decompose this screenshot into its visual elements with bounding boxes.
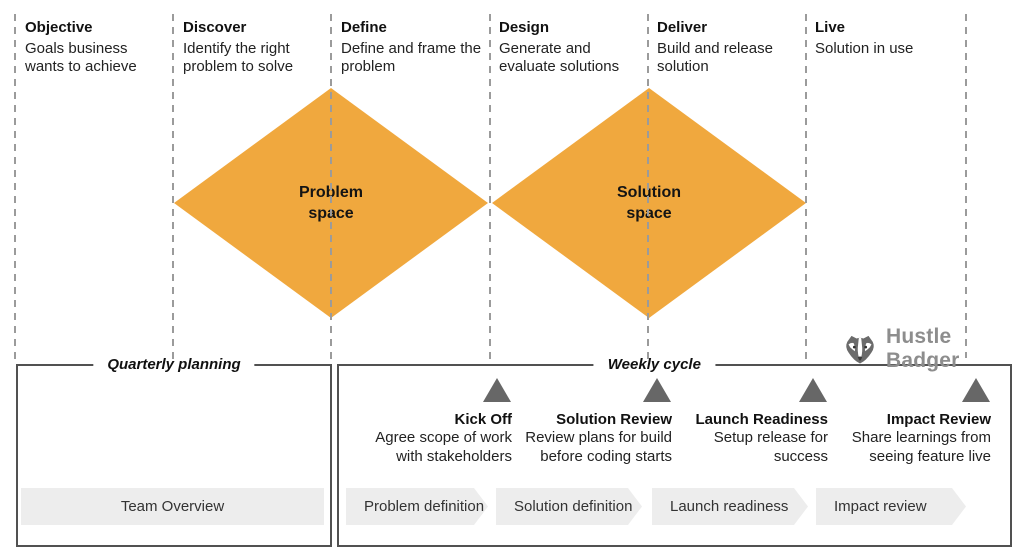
milestone-title: Impact Review bbox=[886, 411, 991, 428]
quarterly-planning-box: Quarterly planning Team Overview bbox=[16, 356, 332, 547]
phase-divider-line bbox=[172, 14, 174, 360]
triangle-marker-icon bbox=[643, 378, 671, 402]
phase-description: Goals business wants to achieve bbox=[25, 40, 137, 75]
chevron-label: Launch readiness bbox=[670, 498, 789, 515]
phase-description: Generate and evaluate solutions bbox=[499, 40, 620, 75]
phase-discover: Discover Identify the right problem to s… bbox=[183, 19, 313, 76]
phase-title: Discover bbox=[183, 19, 247, 36]
phase-description: Build and release solution bbox=[657, 40, 773, 75]
milestone-kick-off: Kick Off Agree scope of work with stakeh… bbox=[362, 378, 512, 466]
phase-divider-line bbox=[330, 14, 332, 360]
chevron-impact-review: Impact review bbox=[816, 488, 966, 525]
milestone-launch-readiness: Launch Readiness Setup release for succe… bbox=[693, 378, 828, 466]
triangle-marker-icon bbox=[962, 378, 990, 402]
phase-title: Live bbox=[815, 19, 846, 36]
milestone-description: Agree scope of work with stakeholders bbox=[375, 429, 512, 465]
phase-title: Deliver bbox=[657, 19, 708, 36]
milestone-title: Launch Readiness bbox=[695, 411, 828, 428]
weekly-cycle-title: Weekly cycle bbox=[593, 356, 715, 373]
chevron-label: Problem definition bbox=[364, 498, 485, 515]
phase-title: Design bbox=[499, 19, 550, 36]
phase-design: Design Generate and evaluate solutions bbox=[499, 19, 634, 76]
phase-description: Define and frame the problem bbox=[341, 40, 482, 75]
phase-divider-line bbox=[489, 14, 491, 360]
chevron-launch-readiness: Launch readiness bbox=[652, 488, 808, 525]
phase-divider-line bbox=[647, 14, 649, 360]
weekly-cycle-box: Weekly cycle Kick Off Agree scope of wor… bbox=[337, 356, 1012, 547]
chevron-solution-definition: Solution definition bbox=[496, 488, 642, 525]
milestone-description: Share learnings from seeing feature live bbox=[851, 429, 991, 465]
solution-space-label: Solution space bbox=[617, 184, 681, 222]
chevron-problem-definition: Problem definition bbox=[346, 488, 488, 525]
phase-define: Define Define and frame the problem bbox=[341, 19, 493, 76]
triangle-marker-icon bbox=[799, 378, 827, 402]
phase-description: Solution in use bbox=[815, 40, 914, 57]
phase-title: Objective bbox=[25, 19, 93, 36]
milestone-description: Setup release for success bbox=[713, 429, 828, 465]
badger-icon bbox=[843, 334, 877, 365]
hustle-badger-logo: Hustle Badger bbox=[843, 325, 1024, 373]
logo-wordmark: Hustle Badger bbox=[886, 325, 960, 372]
phase-divider-line bbox=[965, 14, 967, 358]
phase-divider-line bbox=[14, 14, 16, 360]
phase-title: Define bbox=[341, 19, 387, 36]
phase-deliver: Deliver Build and release solution bbox=[657, 19, 792, 76]
chevron-label: Impact review bbox=[834, 498, 927, 515]
milestone-title: Solution Review bbox=[556, 411, 672, 428]
solution-space-diamond: Solution space bbox=[492, 88, 806, 318]
milestone-solution-review: Solution Review Review plans for build b… bbox=[514, 378, 672, 466]
phase-divider-line bbox=[805, 14, 807, 360]
milestone-description: Review plans for build before coding sta… bbox=[525, 429, 672, 465]
team-overview-bar: Team Overview bbox=[21, 488, 324, 525]
phase-objective: Objective Goals business wants to achiev… bbox=[25, 19, 150, 76]
phase-description: Identify the right problem to solve bbox=[183, 40, 294, 75]
milestone-title: Kick Off bbox=[454, 411, 512, 428]
triangle-marker-icon bbox=[483, 378, 511, 402]
milestone-impact-review: Impact Review Share learnings from seein… bbox=[836, 378, 991, 466]
quarterly-planning-title: Quarterly planning bbox=[93, 356, 255, 373]
chevron-label: Solution definition bbox=[514, 498, 633, 515]
phase-live: Live Solution in use bbox=[815, 19, 965, 58]
team-overview-label: Team Overview bbox=[120, 498, 225, 515]
